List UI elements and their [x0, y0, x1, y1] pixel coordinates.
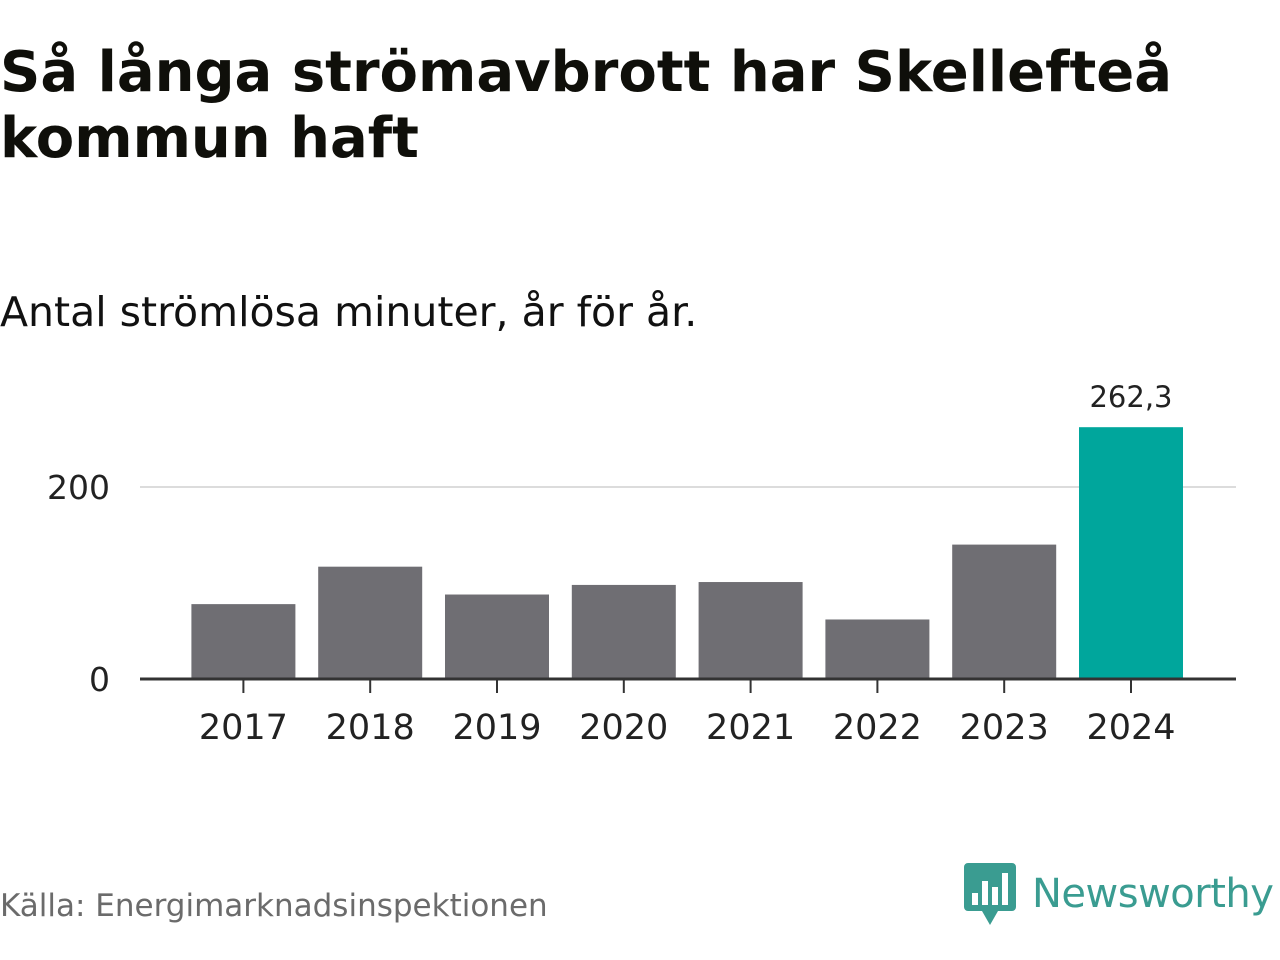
- chart-title: Så långa strömavbrott har Skellefteå kom…: [0, 40, 1172, 171]
- brand-name: Newsworthy: [1032, 871, 1274, 917]
- bar-2023: [952, 544, 1057, 679]
- y-tick-label-200: 200: [47, 468, 110, 507]
- bar-2017: [191, 604, 296, 679]
- bar-2020: [571, 584, 676, 679]
- x-tick-label-2022: 2022: [833, 708, 922, 748]
- x-tick-label-2019: 2019: [452, 708, 541, 748]
- source-note: Källa: Energimarknadsinspektionen: [0, 888, 548, 924]
- newsworthy-logo: Newsworthy: [964, 862, 1274, 926]
- bar-2019: [445, 594, 549, 679]
- bar-2022: [825, 619, 930, 679]
- bar-2024: [1079, 427, 1183, 679]
- x-tick-label-2018: 2018: [326, 708, 415, 748]
- x-tick-label-2023: 2023: [960, 708, 1049, 748]
- data-label-2024: 262,3: [1089, 380, 1172, 414]
- chart-subtitle: Antal strömlösa minuter, år för år.: [0, 288, 698, 336]
- x-tick-label-2021: 2021: [706, 708, 795, 748]
- newsworthy-logo-icon: [964, 863, 1016, 925]
- x-tick-label-2017: 2017: [199, 708, 288, 748]
- bar-2018: [318, 566, 423, 679]
- x-tick-label-2024: 2024: [1086, 708, 1175, 748]
- bar-2021: [698, 582, 803, 679]
- x-tick-label-2020: 2020: [579, 708, 668, 748]
- y-tick-label-0: 0: [89, 660, 110, 699]
